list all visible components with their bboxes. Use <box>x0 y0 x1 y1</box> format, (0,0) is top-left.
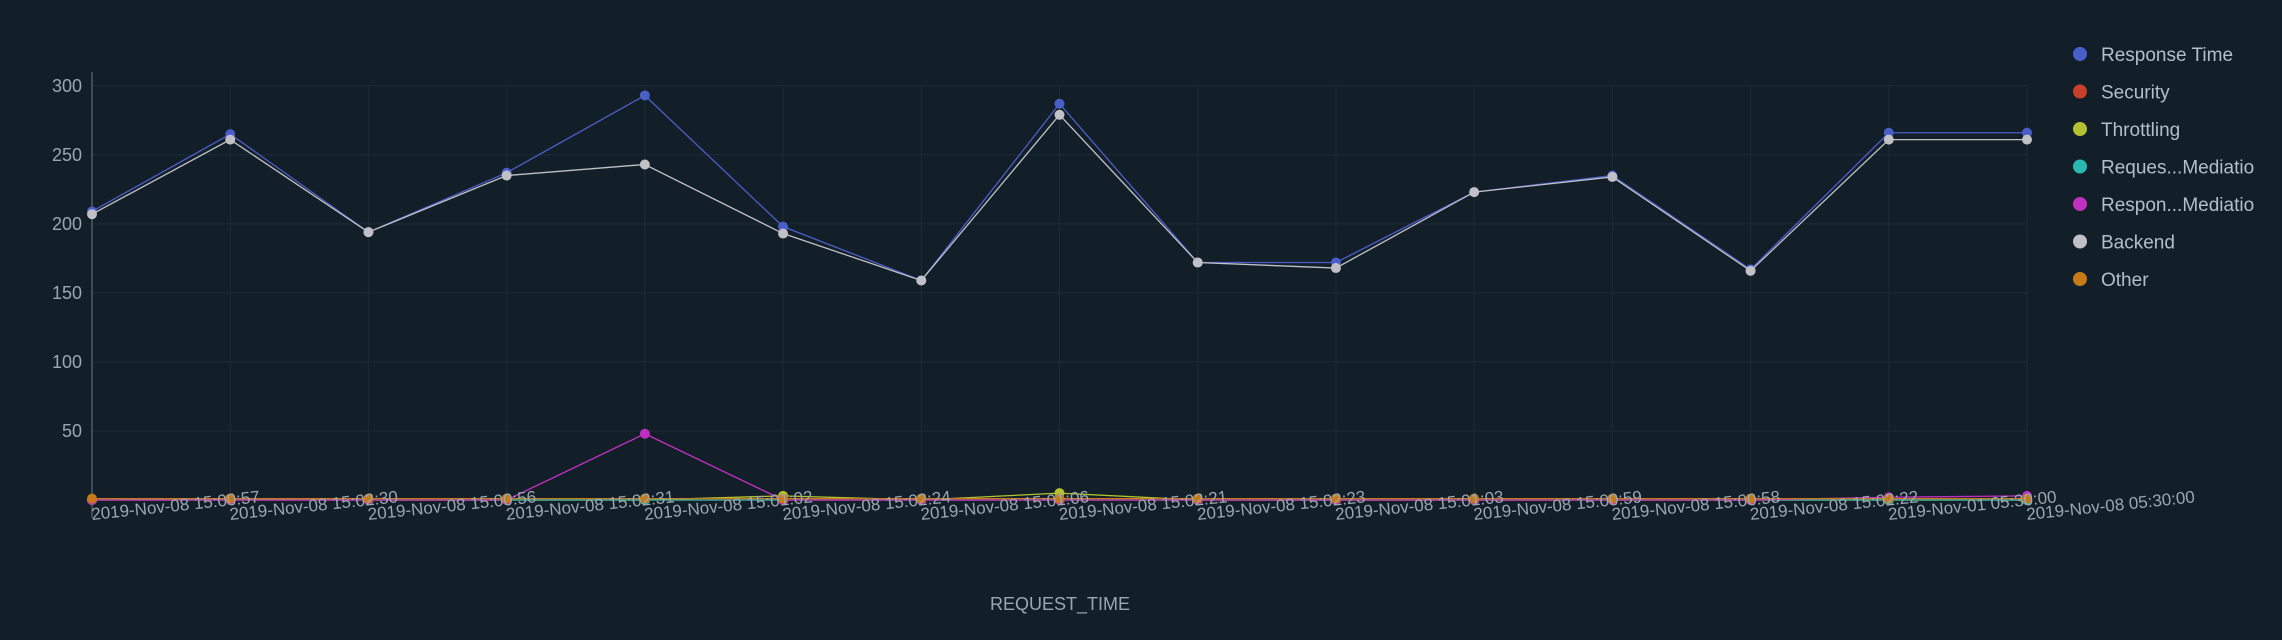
data-point[interactable] <box>778 493 789 504</box>
legend-item[interactable]: Backend <box>2073 233 2175 254</box>
data-point[interactable] <box>1883 493 1894 504</box>
data-point[interactable] <box>916 275 927 286</box>
data-point[interactable] <box>639 493 650 504</box>
data-point[interactable] <box>1054 98 1065 109</box>
legend-item[interactable]: Reques...Mediatio <box>2073 158 2254 179</box>
series-5 <box>87 109 2032 286</box>
y-tick-label: 300 <box>52 76 82 96</box>
legend-swatch <box>2073 234 2087 249</box>
data-point[interactable] <box>225 134 236 145</box>
data-point[interactable] <box>2022 134 2032 145</box>
legend-item[interactable]: Throttling <box>2073 120 2180 141</box>
data-point[interactable] <box>1469 187 1480 198</box>
legend-swatch <box>2073 159 2087 174</box>
legend-label: Security <box>2101 83 2170 104</box>
legend-item[interactable]: Other <box>2073 270 2149 291</box>
legend-label: Response Time <box>2101 45 2233 66</box>
data-point[interactable] <box>501 493 512 504</box>
data-point[interactable] <box>778 221 789 232</box>
data-point[interactable] <box>87 209 97 220</box>
x-axis-title: REQUEST_TIME <box>990 594 1130 615</box>
legend-label: Throttling <box>2101 120 2180 141</box>
y-tick-label: 250 <box>52 145 82 165</box>
data-point[interactable] <box>1607 493 1618 504</box>
data-point[interactable] <box>1330 493 1341 504</box>
legend-swatch <box>2073 47 2087 61</box>
legend: Response Time Security Throttling Reques...… <box>2073 45 2254 291</box>
legend-swatch <box>2073 122 2087 136</box>
data-point[interactable] <box>501 170 512 181</box>
data-point[interactable] <box>1883 134 1894 145</box>
data-point[interactable] <box>2022 493 2032 504</box>
series-6 <box>87 493 2032 504</box>
legend-item[interactable]: Response Time <box>2073 45 2233 66</box>
data-point[interactable] <box>1745 493 1756 504</box>
data-point[interactable] <box>639 159 650 170</box>
data-point[interactable] <box>639 90 650 101</box>
data-point[interactable] <box>1054 493 1065 504</box>
data-point[interactable] <box>916 493 927 504</box>
data-point[interactable] <box>1883 127 1894 138</box>
data-point[interactable] <box>1469 493 1480 504</box>
data-point[interactable] <box>778 228 789 239</box>
data-point[interactable] <box>639 428 650 439</box>
series-layer <box>87 90 2032 505</box>
legend-label: Respon...Mediatio <box>2101 195 2254 216</box>
data-point[interactable] <box>1745 265 1756 276</box>
legend-item[interactable]: Respon...Mediatio <box>2073 195 2254 216</box>
y-tick-label: 150 <box>52 283 82 303</box>
y-tick-label: 50 <box>62 421 82 441</box>
y-tick-label: 200 <box>52 214 82 234</box>
data-point[interactable] <box>363 493 374 504</box>
data-point[interactable] <box>1192 257 1203 268</box>
data-point[interactable] <box>1054 109 1065 120</box>
grid-layer <box>91 85 2028 500</box>
legend-label: Reques...Mediatio <box>2101 158 2254 179</box>
legend-swatch <box>2073 272 2087 286</box>
legend-item[interactable]: Security <box>2073 83 2170 104</box>
legend-label: Other <box>2101 270 2149 291</box>
data-point[interactable] <box>87 493 97 504</box>
data-point[interactable] <box>2022 127 2032 138</box>
data-point[interactable] <box>1607 171 1618 182</box>
legend-swatch <box>2073 84 2087 99</box>
data-point[interactable] <box>1330 263 1341 274</box>
y-tick-label: 100 <box>52 352 82 372</box>
data-point[interactable] <box>225 493 236 504</box>
legend-label: Backend <box>2101 233 2175 254</box>
data-point[interactable] <box>1192 493 1203 504</box>
legend-swatch <box>2073 197 2087 211</box>
data-point[interactable] <box>363 227 374 238</box>
